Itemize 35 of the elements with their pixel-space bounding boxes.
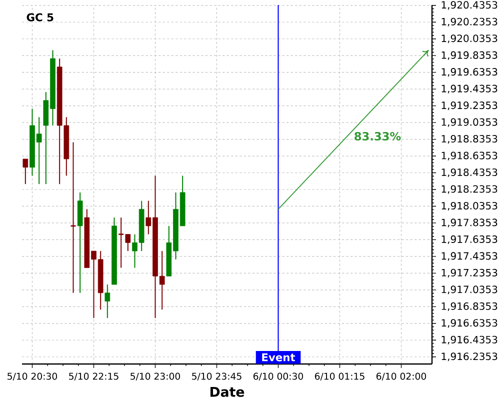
y-tick-label: 1,920.0353 [442,34,498,44]
annotation: 83.33% [354,132,401,141]
candlestick [104,284,110,318]
y-tick-label: 1,918.0353 [442,202,498,211]
y-tick-label: 1,919.2353 [442,102,498,110]
x-tick-label: 6/10 02:00 [376,372,426,380]
y-tick-label: 1,917.4353 [442,252,498,261]
y-tick-label: 1,917.8353 [442,218,498,228]
y-tick-label: 1,916.6353 [442,319,498,328]
x-tick-label: 5/10 23:45 [192,372,242,380]
y-tick-label: 1,919.4353 [442,84,498,94]
x-tick-label: 5/10 20:30 [8,372,58,380]
y-tick-label: 1,919.0353 [442,118,498,127]
y-tick-label: 1,919.6353 [442,68,498,77]
y-tick-label: 1,916.2353 [442,352,498,362]
y-tick-label: 1,917.2353 [442,268,498,278]
y-tick-label: 1,920.4353 [442,1,498,10]
y-tick-label: 1,916.8353 [442,302,498,311]
text: GC 5 [26,13,54,22]
x-tick-label: 5/10 22:15 [69,372,118,380]
x-axis-title: Date [210,386,244,397]
x-tick-label: 6/10 01:15 [314,372,364,380]
y-tick-label: 1,916.4353 [442,336,498,344]
x-tick-label: 5/10 23:00 [130,372,180,380]
y-tick-label: 1,919.8353 [442,51,498,60]
y-tick-label: 1,918.6353 [442,152,498,160]
y-tick-label: 1,917.6353 [442,235,498,244]
candlestick [22,158,28,185]
ref-line-label: Event [262,353,296,362]
y-tick-label: 1,918.8353 [442,134,498,144]
y-tick-label: 1,918.2353 [442,185,498,194]
x-tick-label: 6/10 00:30 [253,372,304,380]
y-tick-label: 1,920.2353 [442,18,498,26]
y-tick-label: 1,918.4353 [442,168,498,178]
y-tick-label: 1,917.0353 [442,286,498,294]
